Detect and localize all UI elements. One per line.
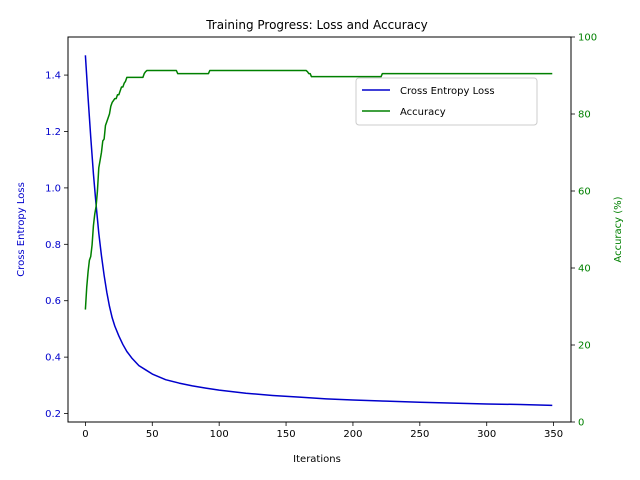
y-right-tick-label: 60 [578, 187, 591, 198]
x-tick-label: 200 [343, 429, 362, 440]
x-tick-label: 300 [477, 429, 496, 440]
y-axis-left-ticks: 0.2 0.4 0.6 0.8 1.0 1.2 1.4 [45, 71, 68, 420]
legend: Cross Entropy Loss Accuracy [355, 77, 538, 126]
legend-box [355, 77, 538, 126]
legend-label-loss: Cross Entropy Loss [400, 86, 495, 97]
chart-title: Training Progress: Loss and Accuracy [205, 18, 428, 32]
y-right-tick-label: 20 [578, 341, 591, 352]
y-left-tick-label: 0.2 [45, 409, 61, 420]
y-axis-left-title: Cross Entropy Loss [16, 182, 27, 277]
y-left-tick-label: 0.8 [45, 240, 61, 251]
x-axis-title: Iterations [293, 454, 341, 465]
x-tick-label: 350 [544, 429, 563, 440]
series-line-loss [84, 55, 553, 407]
y-right-tick-label: 0 [578, 418, 584, 429]
x-tick-label: 50 [146, 429, 159, 440]
y-left-tick-label: 1.2 [45, 127, 61, 138]
y-left-tick-label: 0.4 [45, 353, 61, 364]
y-left-tick-label: 0.6 [45, 296, 61, 307]
plot-lines [84, 55, 553, 407]
x-tick-label: 250 [410, 429, 429, 440]
x-tick-label: 150 [277, 429, 296, 440]
y-axis-right-title: Accuracy (%) [613, 196, 624, 262]
y-right-tick-label: 100 [578, 33, 597, 44]
x-axis-ticks: 0 50 100 150 200 250 300 350 [82, 422, 563, 440]
x-tick-label: 0 [82, 429, 88, 440]
x-tick-label: 100 [210, 429, 229, 440]
series-line-accuracy [84, 69, 553, 310]
y-axis-right-ticks: 0 20 40 60 80 100 [571, 33, 597, 429]
y-right-tick-label: 80 [578, 110, 591, 121]
y-right-tick-label: 40 [578, 264, 591, 275]
y-left-tick-label: 1.4 [45, 71, 61, 82]
legend-label-accuracy: Accuracy [400, 107, 446, 118]
plot-frame [67, 36, 572, 423]
y-left-tick-label: 1.0 [45, 183, 61, 194]
